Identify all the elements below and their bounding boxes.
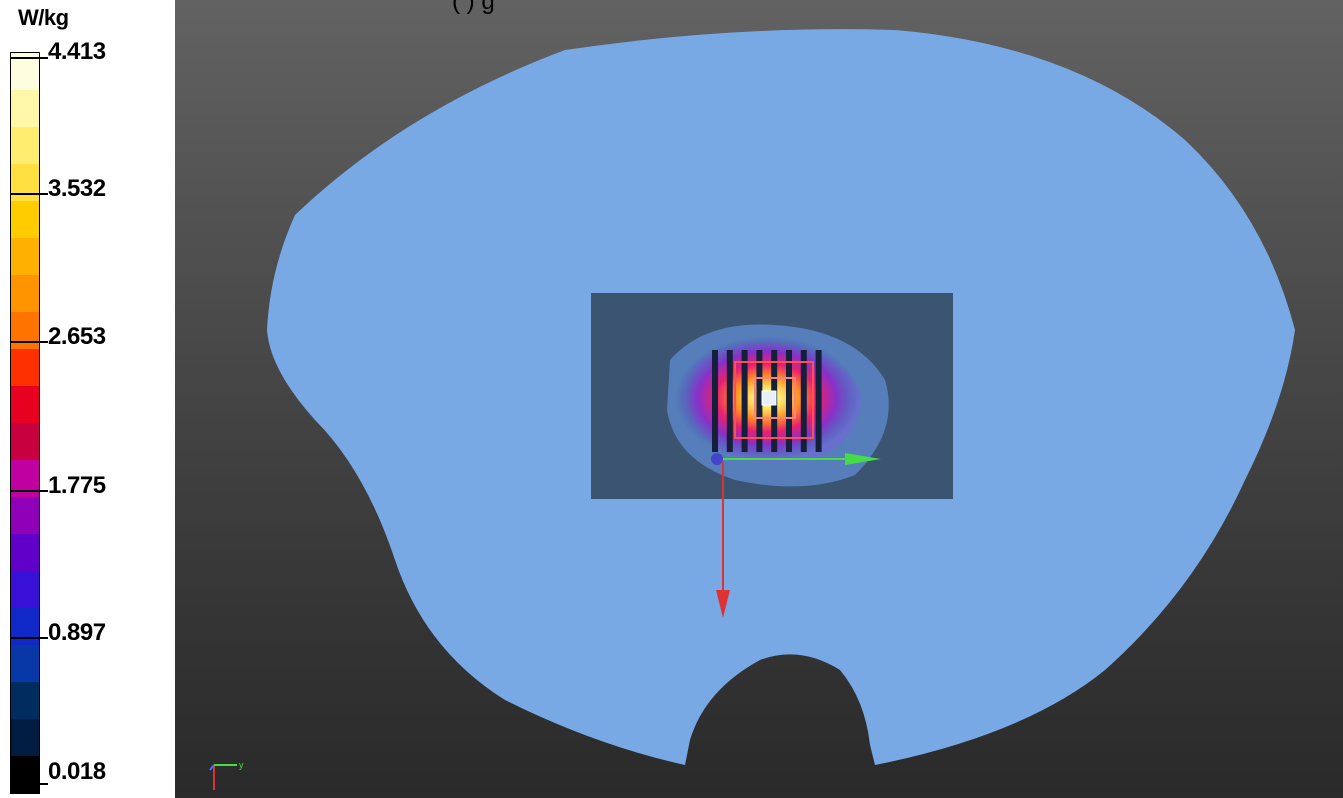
antenna-bar	[741, 350, 748, 452]
colorbar-segment	[11, 127, 39, 165]
colorbar-segment	[11, 349, 39, 387]
colorbar-tick-label: 0.018	[48, 758, 106, 785]
3d-viewport[interactable]: y ( ) g	[175, 0, 1343, 798]
colorbar-segment	[11, 164, 39, 202]
colorbar-segment	[11, 423, 39, 461]
colorbar-segment	[11, 201, 39, 239]
antenna-bar	[815, 350, 822, 452]
antenna-bar	[712, 350, 718, 452]
hotspot-center-box	[761, 390, 777, 406]
colorbar-tick-label: 1.775	[48, 472, 106, 499]
antenna-bar	[756, 350, 763, 452]
colorbar-segment	[11, 90, 39, 128]
viewport-caption: ( ) g	[452, 0, 495, 15]
colorbar-segment	[11, 719, 39, 757]
colorbar-tick-mark	[10, 193, 48, 195]
colorbar-tick-label: 4.413	[48, 38, 106, 65]
colorbar-segment	[11, 312, 39, 350]
colorbar-legend: W/kg 4.413 3.532 2.653 1.775 0.897 0.018	[0, 0, 175, 798]
colorbar-segment	[11, 756, 39, 794]
origin-marker	[711, 453, 723, 465]
hotspot-outer-box	[734, 361, 814, 439]
colorbar-segment	[11, 497, 39, 535]
antenna-bar	[786, 350, 792, 452]
colorbar	[10, 52, 40, 794]
svg-text:y: y	[239, 760, 244, 770]
colorbar-tick-label: 2.653	[48, 323, 106, 350]
colorbar-tick-mark	[10, 490, 48, 492]
colorbar-segment	[11, 275, 39, 313]
colorbar-segment	[11, 645, 39, 683]
colorbar-segment	[11, 386, 39, 424]
colorbar-segment	[11, 534, 39, 572]
scene-canvas[interactable]: y	[175, 0, 1343, 798]
colorbar-segment	[11, 608, 39, 646]
colorbar-segment	[11, 53, 39, 91]
x-axis-arrowhead	[845, 453, 881, 465]
colorbar-tick-mark	[10, 783, 48, 785]
colorbar-tick-mark	[10, 637, 48, 639]
antenna-bar	[726, 350, 733, 452]
colorbar-segment	[11, 238, 39, 276]
colorbar-unit-label: W/kg	[18, 5, 69, 30]
colorbar-tick-label: 3.532	[48, 175, 106, 202]
orientation-gizmo-icon: y	[209, 760, 244, 790]
colorbar-tick-mark	[10, 57, 48, 59]
hotspot-inner-box	[754, 377, 796, 419]
colorbar-segment	[11, 682, 39, 720]
colorbar-tick-label: 0.897	[48, 619, 106, 646]
colorbar-segment	[11, 571, 39, 609]
antenna-bar	[800, 350, 807, 452]
y-axis-arrowhead	[716, 590, 730, 618]
colorbar-tick-mark	[10, 341, 48, 343]
